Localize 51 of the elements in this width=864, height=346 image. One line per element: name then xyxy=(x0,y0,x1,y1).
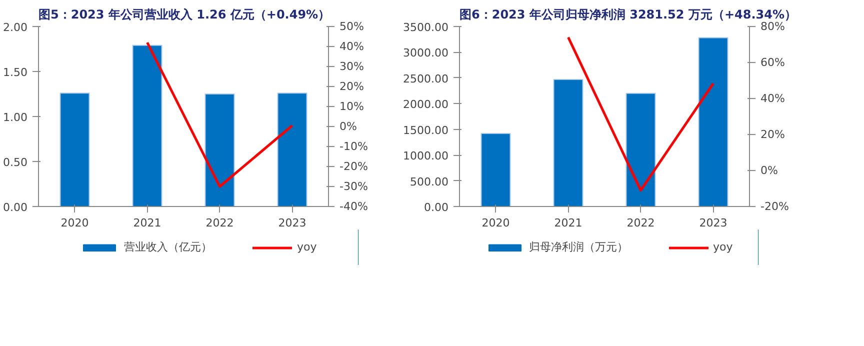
y-tick-label: 1000.00 xyxy=(403,150,449,163)
y2-tick-label: 20% xyxy=(340,80,364,93)
bar xyxy=(553,78,584,206)
y2-tick-label: 30% xyxy=(340,60,364,73)
y2-tick-label: 80% xyxy=(760,20,785,33)
x-tick-label: 2020 xyxy=(482,216,510,230)
y-tick-label: 1500.00 xyxy=(403,124,449,137)
legend-label: 营业收入（亿元） xyxy=(124,240,212,254)
x-tick-label: 2023 xyxy=(699,216,728,230)
y-tick-label: 2.00 xyxy=(3,21,28,34)
chart-title: 图6：2023 年公司归母净利润 3281.52 万元（+48.34%） xyxy=(460,8,796,22)
legend-label: yoy xyxy=(297,240,317,254)
x-tick-label: 2021 xyxy=(554,216,582,230)
legend-label: 归母净利润（万元） xyxy=(529,240,628,254)
bar xyxy=(277,92,308,206)
y2-tick-label: 10% xyxy=(340,100,364,113)
y-tick-label: 2500.00 xyxy=(403,72,449,86)
y-tick-label: 1.00 xyxy=(3,111,28,124)
y-tick-label: 500.00 xyxy=(410,175,449,188)
y2-tick-label: 0% xyxy=(340,120,357,133)
y-tick-label: 1.50 xyxy=(3,66,28,79)
y-tick-label: 0.50 xyxy=(3,156,28,169)
y2-tick-label: -40% xyxy=(340,200,368,213)
y2-tick-label: 50% xyxy=(340,20,364,33)
y-tick-label: 0.00 xyxy=(3,201,28,214)
y-tick-label: 2000.00 xyxy=(403,98,449,112)
bar xyxy=(132,44,162,206)
x-tick-label: 2023 xyxy=(278,216,306,230)
y-tick-label: 3000.00 xyxy=(403,46,449,60)
y2-tick-label: 40% xyxy=(760,92,785,105)
bar xyxy=(60,92,90,206)
x-tick-label: 2022 xyxy=(626,216,655,230)
y2-tick-label: 60% xyxy=(760,56,785,69)
y2-tick-label: 40% xyxy=(340,40,364,53)
bar xyxy=(698,37,728,206)
chart-title: 图5：2023 年公司营业收入 1.26 亿元（+0.49%） xyxy=(38,8,330,22)
x-tick-label: 2020 xyxy=(60,216,89,230)
y2-tick-label: -10% xyxy=(340,140,368,153)
y-tick-label: 3500.00 xyxy=(403,21,449,34)
x-tick-label: 2022 xyxy=(206,216,234,230)
y2-tick-label: -30% xyxy=(340,180,368,193)
legend-label: yoy xyxy=(713,240,733,254)
y2-tick-label: 20% xyxy=(760,128,785,141)
x-tick-label: 2021 xyxy=(133,216,162,230)
bar xyxy=(480,132,511,206)
y-tick-label: 0.00 xyxy=(424,201,449,214)
bar xyxy=(626,92,656,206)
y2-tick-label: -20% xyxy=(760,200,789,213)
y2-tick-label: -20% xyxy=(340,160,368,173)
bar xyxy=(204,94,235,206)
y2-tick-label: 0% xyxy=(760,164,778,177)
